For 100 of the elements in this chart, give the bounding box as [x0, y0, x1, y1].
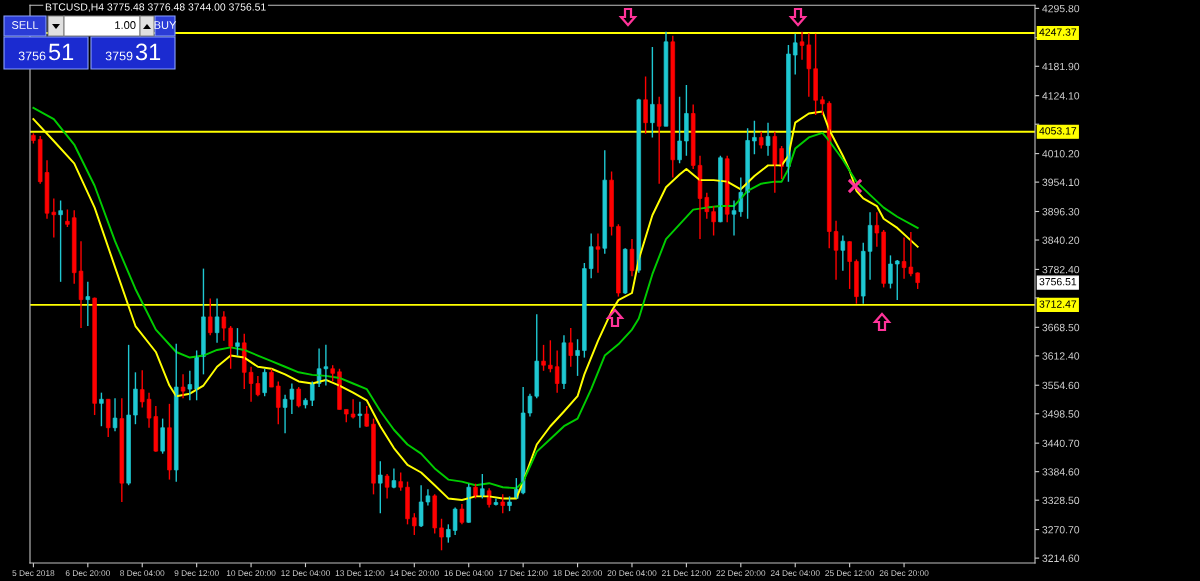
candlestick — [752, 119, 757, 155]
candlestick — [350, 398, 356, 420]
candlestick — [677, 96, 682, 165]
annotation: SELL — [11, 21, 39, 29]
candlestick — [895, 259, 900, 301]
x-tick-label: 21 Dec 12:00 — [662, 570, 711, 577]
candlestick — [133, 371, 138, 425]
x-tick-label: 10 Dec 20:00 — [226, 570, 276, 577]
candlestick — [629, 238, 635, 277]
chart-title: BTCUSD,H4 3775.48 3776.48 3744.00 3756.51 — [45, 3, 266, 12]
x-tick-label: 17 Dec 12:00 — [499, 570, 548, 577]
candlestick — [793, 33, 798, 76]
y-tick-label: 3896.30 — [1042, 208, 1080, 216]
annotation: 51 — [48, 43, 74, 61]
y-tick-label: 4010.20 — [1042, 150, 1080, 158]
candlestick — [371, 417, 376, 496]
y-tick-label: 3498.50 — [1042, 410, 1080, 418]
y-tick-label: 3612.40 — [1042, 352, 1080, 360]
candlestick — [276, 380, 281, 425]
y-tick-label: 3782.40 — [1042, 265, 1080, 274]
x-tick-label: 25 Dec 12:00 — [825, 570, 875, 577]
x-tick-label: 5 Dec 2018 — [12, 570, 55, 577]
y-tick-label: 3270.70 — [1042, 526, 1080, 534]
y-tick-label: 3440.70 — [1042, 439, 1080, 448]
candlestick — [711, 205, 716, 237]
candlestick — [262, 368, 267, 397]
y-tick-label: 3668.50 — [1042, 323, 1080, 332]
x-tick-label: 26 Dec 20:00 — [879, 570, 929, 577]
x-tick-label: 20 Dec 04:00 — [607, 570, 657, 577]
candlestick — [582, 262, 587, 359]
candlestick — [847, 240, 852, 290]
annotation: 3756 — [18, 51, 46, 61]
candlestick — [575, 338, 580, 377]
candlestick — [208, 297, 213, 336]
x-tick-label: 24 Dec 04:00 — [770, 570, 820, 577]
x-tick-label: 8 Dec 04:00 — [120, 570, 165, 577]
candlestick — [541, 344, 546, 372]
y-tick-label: 3840.20 — [1042, 236, 1080, 244]
y-tick-label: 4181.90 — [1042, 62, 1080, 71]
candlestick — [854, 258, 859, 305]
x-tick-label: 12 Dec 04:00 — [281, 570, 330, 577]
x-tick-label: 14 Dec 20:00 — [390, 570, 439, 577]
y-tick-label: 4124.10 — [1042, 92, 1080, 100]
annotation: BUY — [154, 21, 177, 29]
annotation: 3759 — [105, 51, 133, 61]
x-tick-label: 22 Dec 20:00 — [716, 570, 766, 577]
candlestick — [881, 229, 886, 289]
candlestick — [602, 149, 607, 255]
candlestick — [99, 391, 104, 427]
candlestick — [167, 403, 172, 481]
candlestick — [500, 493, 505, 514]
candlestick — [296, 386, 301, 409]
ref-line-label: 3712.47 — [1039, 300, 1077, 308]
x-tick-label: 16 Dec 04:00 — [444, 570, 494, 577]
candlestick — [813, 33, 818, 116]
y-tick-label: 3214.60 — [1042, 554, 1080, 562]
candlestick — [235, 327, 240, 357]
candlestick — [432, 493, 437, 535]
candlestick — [228, 325, 233, 370]
candlestick — [643, 75, 648, 135]
candlestick — [378, 460, 383, 514]
candlestick — [140, 369, 145, 409]
candlestick — [446, 523, 451, 544]
candlestick — [684, 84, 689, 157]
text: 3756.51 — [1039, 278, 1077, 286]
x-tick-label: 18 Dec 20:00 — [553, 570, 603, 577]
candlestick — [364, 405, 369, 428]
candlestick — [106, 398, 111, 438]
candlestick — [412, 512, 417, 536]
ref-line-label: 4053.17 — [1039, 127, 1077, 135]
candlestick — [534, 313, 539, 399]
y-tick-label: 3384.60 — [1042, 468, 1080, 476]
candlestick — [568, 327, 573, 368]
candlestick — [126, 344, 131, 486]
candlestick — [398, 471, 403, 492]
ref-line-label: 4247.37 — [1039, 28, 1077, 36]
x-tick-label: 9 Dec 12:00 — [174, 570, 219, 577]
candlestick — [650, 46, 655, 139]
candlestick — [888, 254, 893, 290]
candlestick — [357, 401, 363, 429]
candlestick — [670, 35, 676, 179]
y-tick-label: 3954.10 — [1042, 178, 1080, 186]
candlestick — [405, 480, 410, 526]
candlestick — [820, 95, 825, 116]
candlestick — [160, 417, 165, 455]
x-tick-label: 6 Dec 20:00 — [65, 570, 110, 577]
annotation: 31 — [135, 43, 161, 61]
candlestick — [439, 518, 444, 551]
y-tick-label: 3328.50 — [1042, 496, 1080, 505]
annotation: 1.00 — [115, 21, 136, 29]
x-tick-label: 13 Dec 12:00 — [335, 570, 385, 577]
candlestick — [616, 223, 621, 298]
y-tick-label: 3554.60 — [1042, 381, 1080, 390]
candlestick — [92, 296, 97, 416]
candlestick — [861, 241, 866, 305]
candlestick — [58, 199, 63, 283]
candlestick — [765, 121, 771, 157]
y-tick-label: 4295.80 — [1042, 4, 1080, 13]
candlestick — [663, 30, 669, 127]
candlestick — [609, 170, 614, 237]
